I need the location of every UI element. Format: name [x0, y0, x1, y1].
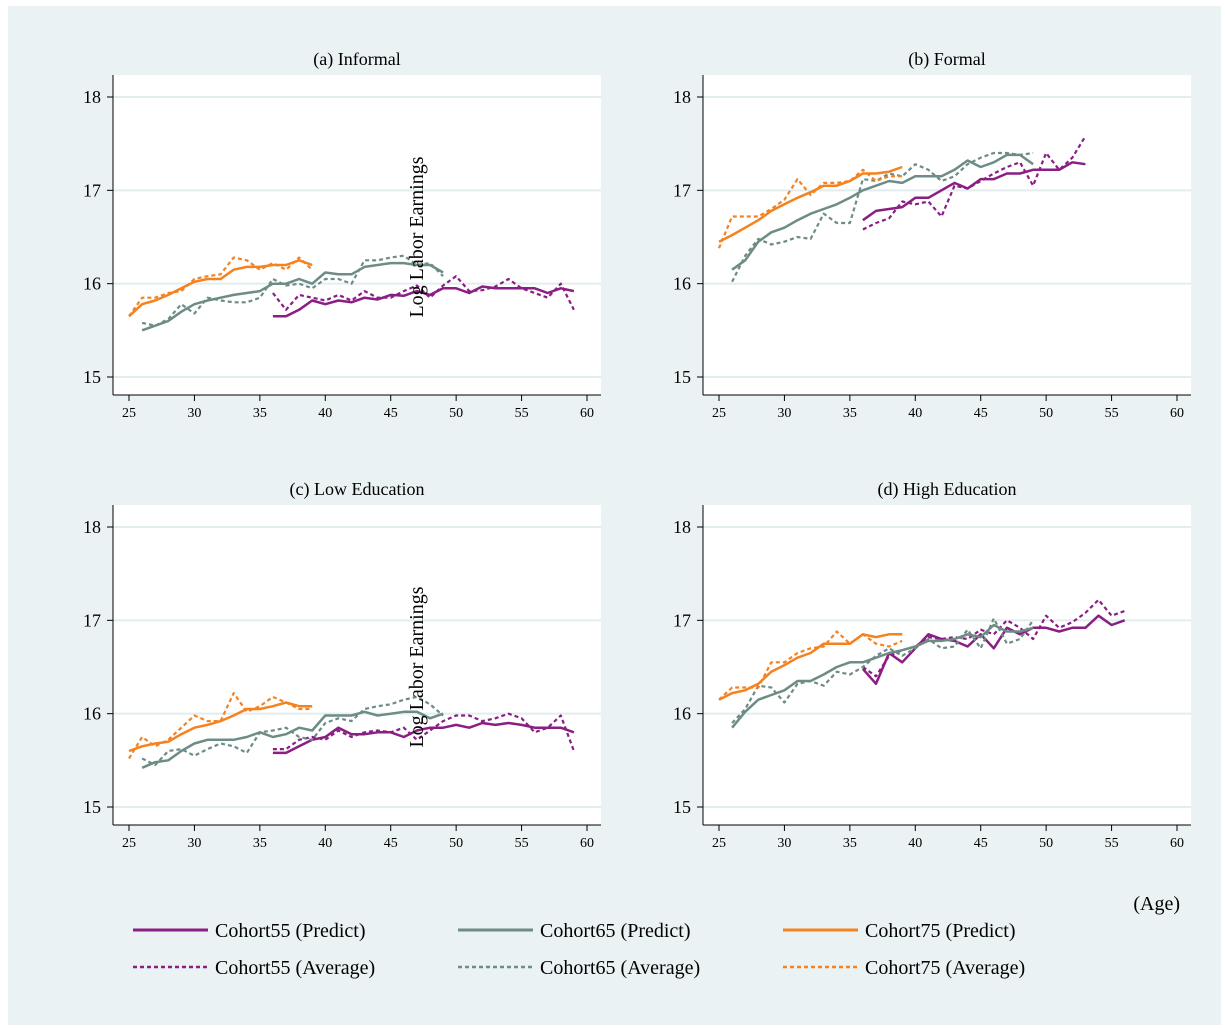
- panel-4-y-tick-label: 16: [673, 704, 691, 724]
- panel-3-x-tick-label: 50: [449, 836, 463, 851]
- panel-2-series-cohort55-average: [862, 135, 1087, 231]
- panel-4: 15 16 17 18 25 30 35 40 45 50 55 60 (d) High Educati…: [673, 479, 1191, 851]
- panel-1-series-cohort65-predict: [141, 261, 444, 332]
- x-axis-title: (Age): [1133, 893, 1180, 915]
- panel-1-series-cohort55-average: [272, 275, 575, 311]
- panel-4-series-cohort55-predict: [861, 614, 1126, 686]
- legend-label: Cohort75 (Average): [865, 957, 1025, 979]
- panel-3-x-tick-label: 35: [253, 836, 267, 851]
- panel-3-x-tick-label: 30: [187, 836, 201, 851]
- panel-3-x-tick-label: 55: [515, 836, 529, 851]
- panel-4-x-tick-label: 55: [1105, 836, 1119, 851]
- panel-4-y-tick-label: 17: [673, 610, 691, 630]
- panel-1-series-cohort55-predict: [272, 285, 575, 318]
- panel-2-y-tick-label: 17: [673, 180, 691, 200]
- legend-label: Cohort75 (Predict): [865, 920, 1016, 942]
- panel-4-series-cohort65-predict: [731, 623, 1034, 729]
- panel-4-x-tick-label: 45: [974, 836, 988, 851]
- panel-4-x-tick-label: 50: [1039, 836, 1053, 851]
- panel-3-plot-area: [113, 505, 601, 825]
- legend-item-cohort75-predict: Cohort75 (Predict): [783, 920, 1016, 942]
- panel-4-y-tick-label: 18: [673, 517, 691, 537]
- panel-1: 15 16 17 18 25 30 35 40 45 50 55 60 (a) Informal Log …: [83, 49, 601, 421]
- panel-2-x-tick-label: 30: [777, 406, 791, 421]
- panel-2-x-tick-label: 35: [843, 406, 857, 421]
- panel-2-series-cohort65-predict: [731, 153, 1034, 271]
- panel-1-series-cohort65-average: [141, 254, 444, 327]
- panel-1-x-tick-label: 30: [187, 406, 201, 421]
- panel-3-series-cohort65-predict: [141, 710, 444, 769]
- panel-1-x-tick-label: 35: [253, 406, 267, 421]
- panel-3-series-cohort75-average: [128, 691, 313, 760]
- panel-3-y-tick-label: 15: [83, 797, 101, 817]
- panel-4-y-tick-label: 15: [673, 797, 691, 817]
- panel-2: 15 16 17 18 25 30 35 40 45 50 55 60 (b) Formal: [673, 49, 1191, 421]
- panel-1-x-tick-label: 45: [384, 406, 398, 421]
- panel-1-y-axis-title: Log Labor Earnings: [406, 156, 428, 317]
- panel-3-series-cohort75-predict: [128, 701, 313, 753]
- legend-label: Cohort65 (Average): [540, 957, 700, 979]
- legend-item-cohort55-average: Cohort55 (Average): [133, 957, 375, 979]
- panel-3-x-tick-label: 45: [384, 836, 398, 851]
- panel-2-plot-area: [703, 75, 1191, 395]
- panel-4-title: (d) High Education: [878, 479, 1017, 500]
- legend-label: Cohort55 (Predict): [215, 920, 366, 942]
- panel-3-y-tick-label: 18: [83, 517, 101, 537]
- panel-1-series-cohort75-predict: [128, 259, 313, 318]
- panel-2-x-tick-label: 60: [1170, 406, 1184, 421]
- panel-4-series-cohort75-average: [718, 630, 903, 701]
- panel-2-y-tick-label: 16: [673, 274, 691, 294]
- legend-item-cohort75-average: Cohort75 (Average): [783, 957, 1025, 979]
- panel-3-series-cohort55-predict: [272, 721, 575, 755]
- panel-3-y-axis-title: Log Labor Earnings: [406, 586, 428, 747]
- panel-2-series-cohort55-predict: [862, 161, 1086, 222]
- panel-2-x-tick-label: 50: [1039, 406, 1053, 421]
- panel-3-x-tick-label: 40: [318, 836, 332, 851]
- panel-1-x-tick-label: 55: [515, 406, 529, 421]
- panel-2-x-tick-label: 40: [908, 406, 922, 421]
- panel-2-series-cohort75-average: [717, 168, 903, 249]
- panel-4-x-tick-label: 40: [908, 836, 922, 851]
- panel-4-x-tick-label: 30: [777, 836, 791, 851]
- panel-1-series-cohort75-average: [128, 256, 313, 317]
- legend-item-cohort65-average: Cohort65 (Average): [458, 957, 700, 979]
- panel-3-x-tick-label: 60: [580, 836, 594, 851]
- panel-3-y-tick-label: 16: [83, 704, 101, 724]
- panel-1-x-tick-label: 60: [580, 406, 594, 421]
- panel-3: 15 16 17 18 25 30 35 40 45 50 55 60 (c) Low Educatio…: [83, 479, 601, 851]
- panel-3-y-tick-label: 17: [83, 610, 101, 630]
- panel-1-y-tick-label: 17: [83, 180, 101, 200]
- panel-1-title: (a) Informal: [313, 49, 400, 70]
- panel-1-plot-area: [113, 75, 601, 395]
- panel-1-y-tick-label: 16: [83, 274, 101, 294]
- legend-item-cohort65-predict: Cohort65 (Predict): [458, 920, 691, 942]
- panel-2-y-tick-label: 18: [673, 87, 691, 107]
- panel-2-y-tick-label: 15: [673, 367, 691, 387]
- panel-2-series-cohort75-predict: [718, 165, 903, 243]
- panel-4-plot-area: [703, 505, 1191, 825]
- panel-2-x-tick-label: 45: [974, 406, 988, 421]
- panel-2-x-tick-label: 55: [1105, 406, 1119, 421]
- panel-1-y-tick-label: 15: [83, 367, 101, 387]
- panel-1-x-tick-label: 40: [318, 406, 332, 421]
- panel-1-y-tick-label: 18: [83, 87, 101, 107]
- legend-label: Cohort65 (Predict): [540, 920, 691, 942]
- panel-1-x-tick-label: 25: [122, 406, 136, 421]
- panel-3-series-cohort65-average: [141, 695, 444, 767]
- panel-4-x-tick-label: 25: [712, 836, 726, 851]
- panel-3-x-tick-label: 25: [122, 836, 136, 851]
- panel-4-x-tick-label: 35: [843, 836, 857, 851]
- panel-3-series-cohort55-average: [272, 712, 575, 752]
- panel-2-x-tick-label: 25: [712, 406, 726, 421]
- legend-item-cohort55-predict: Cohort55 (Predict): [133, 920, 366, 942]
- legend-label: Cohort55 (Average): [215, 957, 375, 979]
- panel-1-x-tick-label: 50: [449, 406, 463, 421]
- panels: 15 16 17 18 25 30 35 40 45 50 55 60 (a) Informal Log …: [83, 49, 1191, 851]
- panel-3-title: (c) Low Education: [290, 479, 425, 500]
- legend: Cohort55 (Predict) Cohort65 (Predict) Coho…: [133, 920, 1025, 979]
- panel-4-x-tick-label: 60: [1170, 836, 1184, 851]
- panel-2-title: (b) Formal: [908, 49, 985, 70]
